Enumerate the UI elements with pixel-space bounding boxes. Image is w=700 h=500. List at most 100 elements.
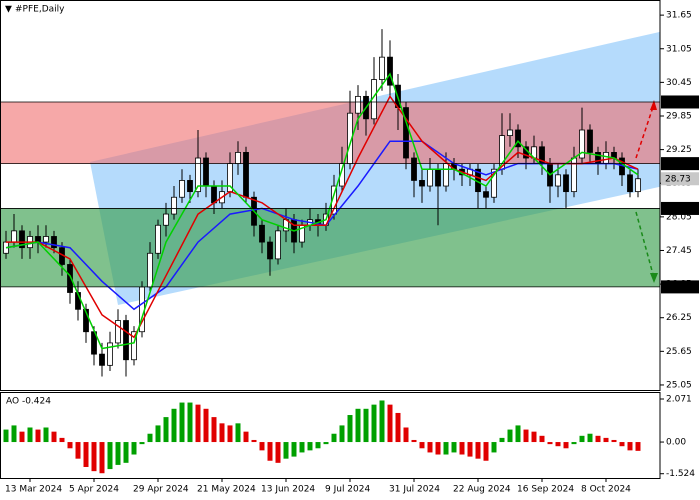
candle-body <box>11 230 17 243</box>
ao-bar <box>619 442 625 447</box>
candle-body <box>355 95 361 114</box>
menu-icon[interactable]: ▼ <box>5 5 12 15</box>
x-tick-label: 29 Apr 2024 <box>133 485 189 495</box>
candle-body <box>387 56 393 86</box>
level-label-bg <box>661 157 699 171</box>
candle-body <box>275 230 281 260</box>
candle-body <box>43 236 49 243</box>
ao-bar <box>91 442 97 472</box>
main-frame <box>0 0 661 391</box>
ao-bar <box>211 417 217 443</box>
candle-body <box>427 168 433 187</box>
candle-body <box>163 213 169 226</box>
ao-bar <box>267 442 273 461</box>
candle-body <box>203 157 209 187</box>
candle-body <box>187 180 193 193</box>
ao-bar <box>339 425 345 443</box>
ao-bar <box>523 429 529 443</box>
candle-body <box>67 264 73 293</box>
ao-bar <box>307 442 313 451</box>
y-tick-label: 29.85 <box>666 111 692 121</box>
zone <box>0 101 660 164</box>
arrow-head <box>650 273 658 283</box>
y-tick-label: 27.45 <box>666 246 692 256</box>
ao-bar <box>315 442 321 449</box>
ao-bar <box>515 425 521 443</box>
ao-bar <box>123 442 129 463</box>
ao-bar <box>107 442 113 470</box>
ao-bar <box>555 442 561 447</box>
ao-bar <box>579 435 585 443</box>
ao-bar <box>27 427 33 443</box>
ao-bar <box>635 442 641 451</box>
candle-body <box>419 180 425 187</box>
ao-bar <box>363 408 369 443</box>
candle-body <box>51 236 57 249</box>
candle-body <box>83 308 89 333</box>
y-tick-label: 25.05 <box>666 380 692 390</box>
arrow-head <box>650 100 657 110</box>
ao-bar <box>443 442 449 455</box>
ao-bar <box>299 442 305 453</box>
y-tick-label: 30.45 <box>666 78 692 88</box>
ao-bar <box>147 433 153 443</box>
candle-body <box>515 129 521 148</box>
ao-bar <box>203 408 209 443</box>
ao-bar <box>499 437 505 443</box>
ao-bar <box>171 408 177 443</box>
level-label: 29.00 <box>665 159 691 169</box>
x-tick-label: 21 May 2024 <box>197 485 256 495</box>
candle-body <box>491 168 497 198</box>
candle-body <box>627 174 633 193</box>
candle-body <box>443 163 449 187</box>
x-tick-label: 31 Jul 2024 <box>389 485 440 495</box>
moving-average <box>6 94 639 339</box>
ao-bar <box>531 431 537 443</box>
candle-body <box>403 107 409 159</box>
level-label: 28.20 <box>665 204 691 214</box>
ao-bar <box>75 442 81 459</box>
candle-body <box>483 191 489 198</box>
ao-bar <box>283 442 289 459</box>
ao-bar <box>435 442 441 455</box>
ao-bar <box>395 412 401 443</box>
ao-bar <box>539 435 545 443</box>
candle-body <box>195 157 201 193</box>
candle-body <box>35 236 41 243</box>
ao-bar <box>323 442 329 445</box>
ao-bar <box>187 402 193 443</box>
level-label-bg <box>661 280 699 294</box>
ao-bar <box>475 442 481 459</box>
candle-body <box>507 129 513 137</box>
ao-bar <box>563 442 569 449</box>
ao-bar <box>371 404 377 443</box>
ao-bar <box>483 442 489 461</box>
candle-body <box>235 152 241 165</box>
candle-body <box>603 152 609 165</box>
level-label: 26.80 <box>665 282 691 292</box>
level-label-bg <box>661 201 699 215</box>
ao-bar <box>163 417 169 443</box>
candle-body <box>147 252 153 288</box>
ao-bar <box>11 425 17 443</box>
candle-body <box>587 129 593 153</box>
ao-bar <box>51 431 57 443</box>
ao-bar <box>587 433 593 443</box>
candle-body <box>635 178 641 193</box>
y-tick-label: 25.65 <box>666 347 692 357</box>
ao-bar <box>347 415 353 443</box>
candle-body <box>555 174 561 187</box>
ao-bar <box>379 400 385 443</box>
x-tick-label: 8 Oct 2024 <box>581 485 631 495</box>
ao-bar <box>571 442 577 445</box>
ao-bar <box>259 442 265 451</box>
candle-body <box>579 129 585 159</box>
candle-body <box>563 174 569 193</box>
ao-bar <box>387 404 393 443</box>
ao-bar <box>227 425 233 443</box>
ao-bar <box>43 427 49 443</box>
ao-bar <box>459 442 465 455</box>
ao-bar <box>155 425 161 443</box>
last-price-label: 28.73 <box>665 174 691 184</box>
